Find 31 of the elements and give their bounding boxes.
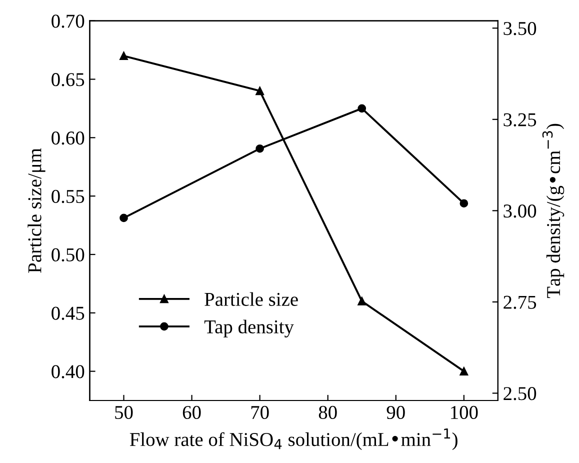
point: [120, 214, 128, 222]
y-tick-label: 0.60: [52, 131, 84, 145]
y-axis-title: Particle size/μm: [28, 148, 46, 273]
y-tick-label: 0.55: [52, 190, 84, 204]
point: [358, 297, 366, 306]
x-tick-label: 70: [251, 406, 269, 420]
point: [460, 367, 468, 376]
x-tick-label: 60: [182, 406, 201, 420]
y-tick-label: 0.70: [52, 14, 84, 28]
legend-label: Tap density: [204, 320, 294, 338]
point: [358, 104, 366, 113]
legend-label: Particle size: [204, 292, 298, 306]
point: [460, 199, 468, 208]
y2-tick-label: 3.00: [504, 204, 536, 218]
x-tick-label: 100: [451, 406, 478, 420]
y-tick-label: 0.45: [52, 306, 84, 320]
y2-tick-label: 3.50: [504, 22, 536, 36]
x-tick-label: 80: [318, 406, 337, 420]
y2-tick-label: 2.75: [504, 296, 536, 309]
point: [256, 86, 264, 96]
y2-tick-label: 2.50: [504, 387, 536, 400]
point: [256, 144, 264, 153]
y2-axis-title: Tap density/(g•cm$^{−3}$): [542, 124, 564, 298]
y-tick-label: 0.65: [52, 73, 84, 86]
point: [120, 52, 128, 60]
x-axis-title: Flow rate of NiSO$_{4}$ solution/(mL•min$^{−1}$): [130, 428, 458, 450]
x-tick-label: 50: [115, 406, 133, 420]
y2-tick-label: 3.25: [504, 113, 536, 126]
y-tick-label: 0.40: [52, 365, 84, 378]
x-tick-label: 90: [386, 406, 405, 420]
y-tick-label: 0.50: [52, 248, 84, 262]
